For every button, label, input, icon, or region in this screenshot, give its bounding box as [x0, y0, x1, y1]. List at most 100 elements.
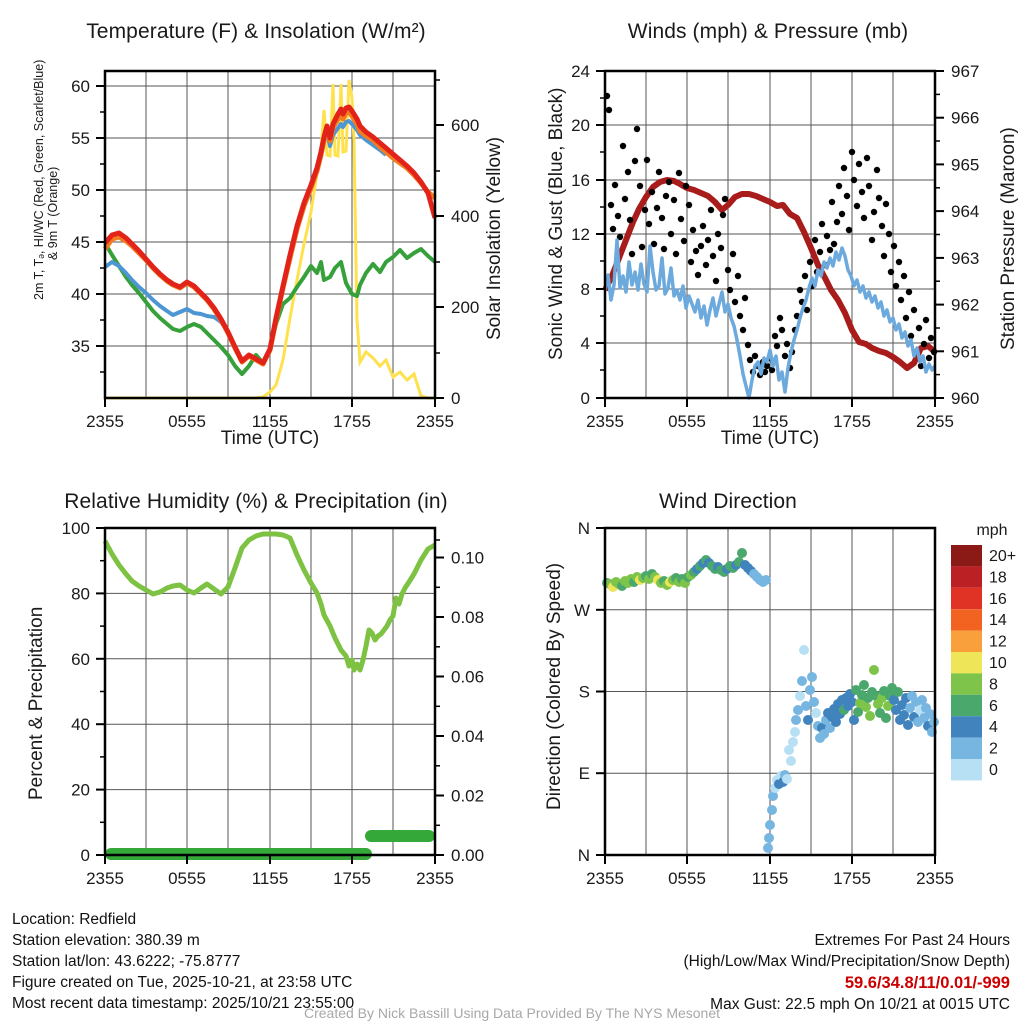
- temperature-ylabel-right: Solar Insolation (Yellow): [484, 137, 505, 340]
- svg-text:965: 965: [951, 155, 979, 174]
- svg-text:35: 35: [71, 337, 90, 356]
- svg-text:0: 0: [81, 846, 90, 865]
- winds-plot-area: [596, 69, 944, 407]
- temperature-y-ticklabels-right: 0 200 400 600: [451, 116, 479, 408]
- svg-text:E: E: [579, 764, 590, 783]
- svg-text:1155: 1155: [252, 869, 289, 888]
- svg-text:1755: 1755: [833, 412, 871, 431]
- winds-ylabel-right: Station Pressure (Maroon): [998, 127, 1019, 350]
- footer-location: Location: Redfield: [12, 911, 137, 928]
- panel-humidity-precipitation: Relative Humidity (%) & Precipitation (i…: [0, 470, 512, 910]
- winds-y-ticklabels-left: 24 20 16 12 8 4 0: [571, 62, 590, 408]
- svg-text:16: 16: [989, 591, 1007, 608]
- svg-text:960: 960: [951, 389, 979, 408]
- svg-text:0555: 0555: [668, 412, 706, 431]
- winddir-ylabel-left: Direction (Colored By Speed): [544, 563, 565, 810]
- svg-text:8: 8: [989, 676, 998, 693]
- panel-title-humidity: Relative Humidity (%) & Precipitation (i…: [64, 490, 448, 513]
- svg-text:N: N: [578, 519, 590, 538]
- series-sonic-wind: [603, 238, 937, 400]
- svg-text:967: 967: [951, 62, 979, 81]
- svg-text:20+: 20+: [989, 548, 1016, 565]
- svg-text:40: 40: [71, 285, 90, 304]
- winds-xlabel: Time (UTC): [721, 428, 820, 449]
- svg-text:964: 964: [951, 202, 979, 221]
- series-relative-humidity: [102, 531, 437, 673]
- svg-text:2355: 2355: [416, 869, 454, 888]
- panel-title-temperature: Temperature (F) & Insolation (W/m²): [86, 20, 426, 43]
- temperature-ylabel-left-line2: & 9m T (Orange): [46, 167, 60, 260]
- winddir-x-ticklabels: 2355 0555 1155 1755 2355: [586, 869, 954, 888]
- svg-text:1155: 1155: [252, 412, 289, 431]
- svg-text:2: 2: [989, 741, 998, 758]
- svg-text:16: 16: [571, 171, 590, 190]
- svg-text:24: 24: [571, 62, 590, 81]
- svg-text:0555: 0555: [168, 869, 206, 888]
- svg-text:N: N: [578, 846, 590, 865]
- svg-text:80: 80: [71, 584, 90, 603]
- winddir-points-overnight: [602, 548, 771, 592]
- panel-temperature-insolation: Temperature (F) & Insolation (W/m²) 2m T…: [0, 0, 512, 470]
- humidity-y-ticklabels-left: 100 80 60 40 20 0: [62, 519, 90, 865]
- winddir-points-afternoon: [763, 645, 939, 853]
- svg-text:1755: 1755: [833, 869, 871, 888]
- extremes-heading: Extremes For Past 24 Hours: [814, 932, 1010, 949]
- footer-latlon: Station lat/lon: 43.6222; -75.8777: [12, 953, 241, 970]
- winds-ylabel-left: Sonic Wind & Gust (Blue, Black): [546, 88, 567, 360]
- extremes-subheading: (High/Low/Max Wind/Precipitation/Snow De…: [683, 953, 1011, 970]
- svg-text:0.10: 0.10: [451, 549, 484, 568]
- temperature-plot-area: [96, 69, 444, 407]
- svg-text:60: 60: [71, 650, 90, 669]
- svg-text:0: 0: [989, 762, 998, 779]
- svg-text:60: 60: [71, 77, 90, 96]
- svg-text:1755: 1755: [333, 869, 371, 888]
- temperature-ylabel-left-line1: 2m T, Tₔ, HI/WC (Red, Green, Scarlet/Blu…: [32, 60, 46, 300]
- svg-text:0.06: 0.06: [451, 668, 484, 687]
- max-gust-line: Max Gust: 22.5 mph On 10/21 at 0015 UTC: [710, 996, 1010, 1013]
- svg-text:18: 18: [989, 569, 1007, 586]
- svg-text:14: 14: [989, 612, 1007, 629]
- panel-title-winddirection: Wind Direction: [659, 490, 797, 513]
- winddir-plot-area: [596, 526, 939, 864]
- svg-text:12: 12: [989, 634, 1007, 651]
- winddir-colorbar: mph 20+ 18 16 14 12 10 8 6 4 2: [951, 522, 1016, 781]
- footer-data-timestamp: Most recent data timestamp: 2025/10/21 2…: [12, 995, 355, 1012]
- svg-text:W: W: [574, 601, 590, 620]
- svg-text:2355: 2355: [586, 869, 624, 888]
- svg-text:0.08: 0.08: [451, 608, 484, 627]
- svg-text:10: 10: [989, 655, 1007, 672]
- svg-text:12: 12: [571, 225, 590, 244]
- winds-x-ticklabels: 2355 0555 1155 1755 2355: [586, 412, 954, 431]
- footer-elevation: Station elevation: 380.39 m: [12, 932, 200, 949]
- svg-text:55: 55: [71, 129, 90, 148]
- panel-wind-direction: Wind Direction Direction (Colored By Spe…: [512, 470, 1024, 910]
- svg-text:0555: 0555: [168, 412, 206, 431]
- svg-text:2355: 2355: [416, 412, 454, 431]
- footer-figure-created: Figure created on Tue, 2025-10-21, at 23…: [12, 974, 353, 991]
- svg-text:0: 0: [581, 389, 590, 408]
- svg-text:2355: 2355: [86, 869, 124, 888]
- svg-text:961: 961: [951, 342, 979, 361]
- svg-text:1155: 1155: [752, 412, 789, 431]
- svg-text:0.02: 0.02: [451, 787, 484, 806]
- svg-text:1755: 1755: [333, 412, 371, 431]
- svg-text:20: 20: [71, 781, 90, 800]
- svg-text:100: 100: [62, 519, 90, 538]
- svg-text:962: 962: [951, 296, 979, 315]
- temperature-chart-svg: 2m T, Tₔ, HI/WC (Red, Green, Scarlet/Blu…: [32, 60, 505, 449]
- colorbar-labels: 20+ 18 16 14 12 10 8 6 4 2 0: [989, 548, 1016, 779]
- panel-winds-pressure: Winds (mph) & Pressure (mb) Sonic Wind &…: [512, 0, 1024, 470]
- svg-text:40: 40: [71, 715, 90, 734]
- humidity-chart-svg: Percent & Precipitation: [26, 519, 484, 888]
- temperature-y-ticklabels-left: 60 55 50 45 40 35: [71, 77, 90, 356]
- svg-text:2355: 2355: [916, 869, 954, 888]
- svg-text:8: 8: [581, 280, 590, 299]
- series-station-pressure: [602, 177, 937, 371]
- svg-text:966: 966: [951, 109, 979, 128]
- svg-text:20: 20: [571, 116, 590, 135]
- svg-text:200: 200: [451, 298, 479, 317]
- svg-text:0.00: 0.00: [451, 846, 484, 865]
- svg-text:1155: 1155: [752, 869, 789, 888]
- colorbar-title: mph: [976, 522, 1007, 539]
- svg-text:2355: 2355: [916, 412, 954, 431]
